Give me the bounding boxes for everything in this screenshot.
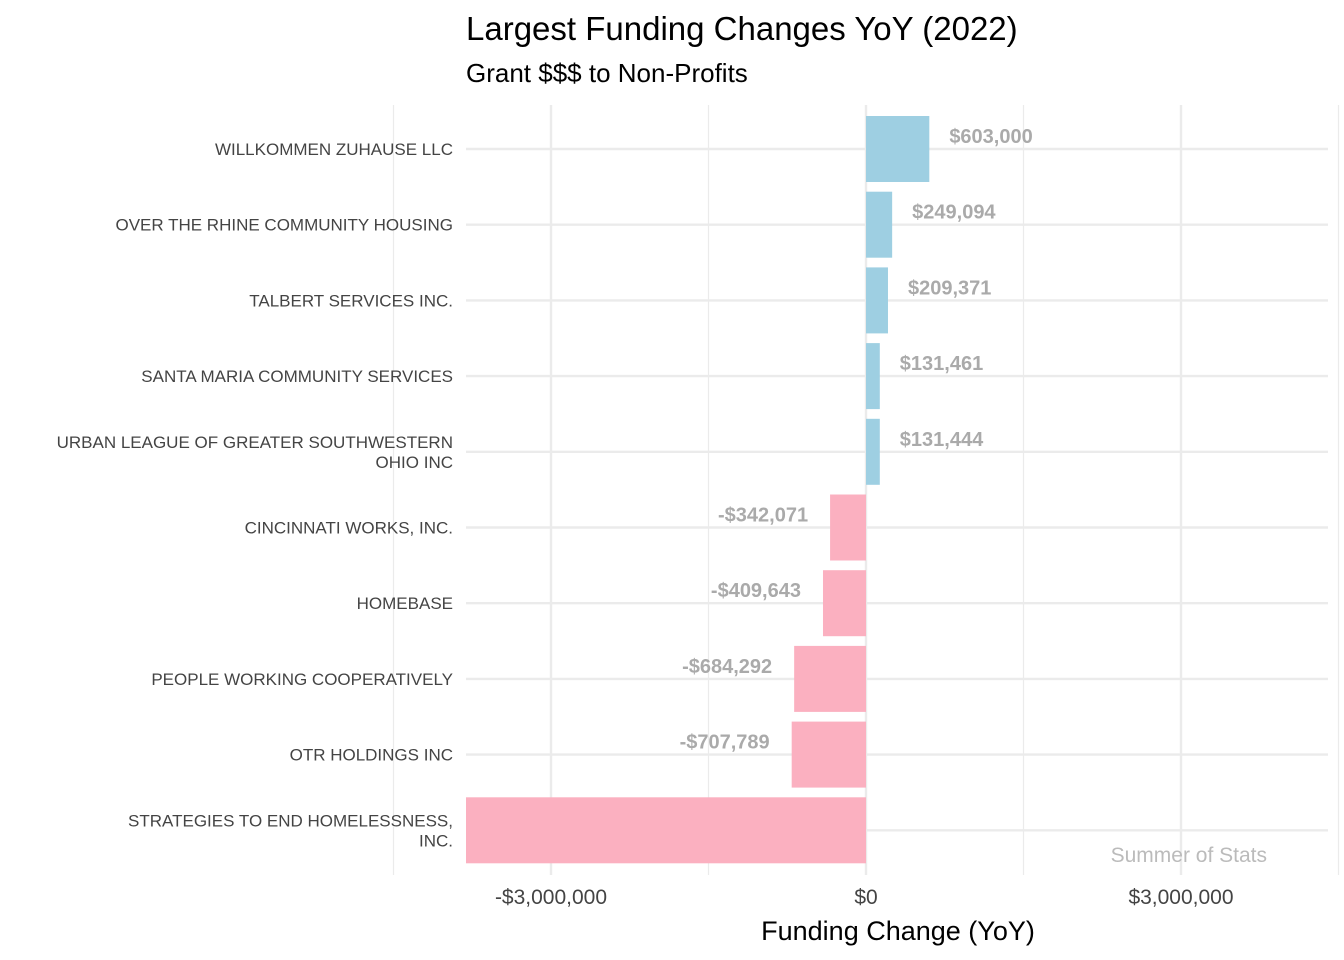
data-label-1: $249,094 xyxy=(912,202,996,224)
category-label-line: STRATEGIES TO END HOMELESSNESS, xyxy=(128,811,453,830)
category-label-0: WILLKOMMEN ZUHAUSE LLC xyxy=(215,140,453,159)
category-labels: WILLKOMMEN ZUHAUSE LLC OVER THE RHINE COM… xyxy=(57,140,453,850)
category-label-line: PEOPLE WORKING COOPERATIVELY xyxy=(151,670,453,689)
x-axis-label: Funding Change (YoY) xyxy=(761,916,1035,946)
data-label-7: -$684,292 xyxy=(682,656,772,678)
category-label-line: OTR HOLDINGS INC xyxy=(290,746,453,765)
category-label-3: SANTA MARIA COMMUNITY SERVICES xyxy=(141,367,453,386)
bar-7 xyxy=(794,645,866,712)
data-label-2: $209,371 xyxy=(908,277,991,299)
category-label-9: STRATEGIES TO END HOMELESSNESS, INC. xyxy=(128,811,453,850)
category-label-line: URBAN LEAGUE OF GREATER SOUTHWESTERN xyxy=(57,433,453,452)
bar-3 xyxy=(866,343,880,410)
data-label-3: $131,461 xyxy=(900,353,983,375)
data-label-8: -$707,789 xyxy=(680,732,770,754)
category-label-6: HOMEBASE xyxy=(357,594,453,613)
category-label-line: OVER THE RHINE COMMUNITY HOUSING xyxy=(115,216,453,235)
category-label-line: TALBERT SERVICES INC. xyxy=(249,291,453,310)
category-label-4: URBAN LEAGUE OF GREATER SOUTHWESTERN OHIO… xyxy=(57,433,453,472)
x-tick-label-1: $0 xyxy=(854,886,877,909)
chart-title: Largest Funding Changes YoY (2022) xyxy=(466,10,1018,47)
category-label-2: TALBERT SERVICES INC. xyxy=(249,291,453,310)
chart-subtitle: Grant $$$ to Non-Profits xyxy=(466,58,748,88)
bar-4 xyxy=(866,418,880,485)
category-label-line: INC. xyxy=(419,831,453,850)
category-label-5: CINCINNATI WORKS, INC. xyxy=(245,519,453,538)
bar-8 xyxy=(791,721,866,788)
x-tick-label-0: -$3,000,000 xyxy=(495,886,607,909)
bars: $603,000 $249,094 $209,371 $131,461 $131,444… xyxy=(466,116,1033,864)
bar-2 xyxy=(866,267,888,334)
bar-0 xyxy=(866,116,930,182)
data-label-4: $131,444 xyxy=(900,429,984,451)
data-label-6: -$409,643 xyxy=(711,580,801,602)
category-label-line: HOMEBASE xyxy=(357,594,453,613)
category-label-line: SANTA MARIA COMMUNITY SERVICES xyxy=(141,367,453,386)
category-label-line: WILLKOMMEN ZUHAUSE LLC xyxy=(215,140,453,159)
category-label-7: PEOPLE WORKING COOPERATIVELY xyxy=(151,670,453,689)
category-label-line: CINCINNATI WORKS, INC. xyxy=(245,519,453,538)
bar-6 xyxy=(822,570,866,637)
data-label-0: $603,000 xyxy=(949,126,1032,148)
bar-9 xyxy=(466,797,866,864)
x-axis-ticks: -$3,000,000$0$3,000,000$6,000,000 xyxy=(495,886,1234,909)
bar-1 xyxy=(866,191,893,258)
chart-caption: Summer of Stats xyxy=(1111,844,1267,867)
x-tick-label-2: $3,000,000 xyxy=(1128,886,1233,909)
category-label-8: OTR HOLDINGS INC xyxy=(290,746,453,765)
bar-5 xyxy=(830,494,866,561)
data-label-5: -$342,071 xyxy=(718,505,808,527)
category-label-line: OHIO INC xyxy=(376,453,453,472)
category-label-1: OVER THE RHINE COMMUNITY HOUSING xyxy=(115,216,453,235)
